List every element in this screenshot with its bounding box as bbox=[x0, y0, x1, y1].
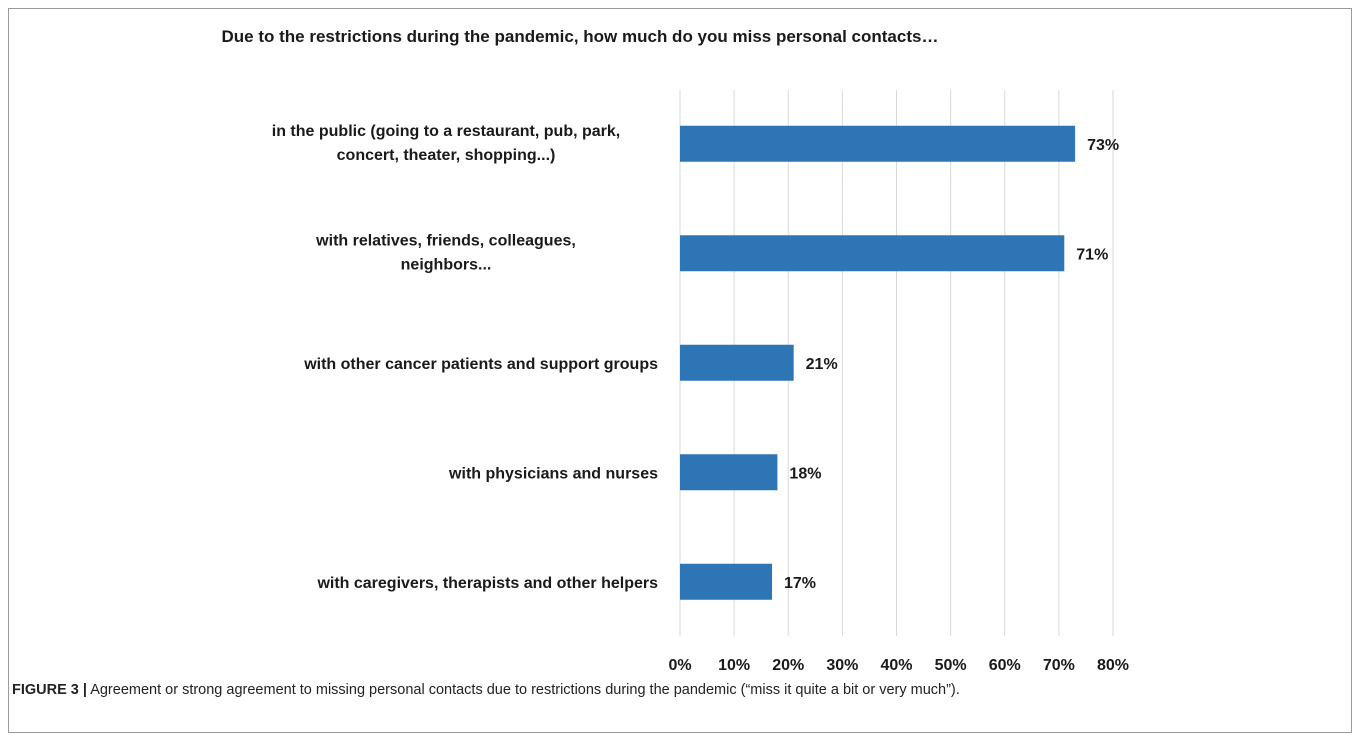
figure-caption: FIGURE 3 | Agreement or strong agreement… bbox=[12, 682, 1342, 698]
figure-caption-text: Agreement or strong agreement to missing… bbox=[86, 682, 960, 698]
bar bbox=[680, 563, 773, 600]
x-tick-label: 0% bbox=[668, 657, 691, 674]
category-label: in the public (going to a restaurant, pu… bbox=[272, 123, 620, 164]
x-tick-label: 60% bbox=[989, 657, 1021, 674]
chart-title: Due to the restrictions during the pande… bbox=[222, 27, 939, 46]
bar bbox=[680, 344, 794, 381]
bar bbox=[680, 235, 1065, 272]
x-tick-label: 10% bbox=[718, 657, 750, 674]
x-tick-label: 80% bbox=[1097, 657, 1129, 674]
x-tick-label: 40% bbox=[880, 657, 912, 674]
value-label: 71% bbox=[1076, 246, 1108, 263]
figure-caption-label: FIGURE 3 | bbox=[12, 682, 87, 698]
x-tick-label: 20% bbox=[772, 657, 804, 674]
category-label: with relatives, friends, colleagues, neig… bbox=[315, 232, 576, 273]
x-tick-label: 50% bbox=[935, 657, 967, 674]
x-tick-label: 30% bbox=[826, 657, 858, 674]
value-label: 21% bbox=[806, 356, 838, 373]
value-label: 73% bbox=[1087, 137, 1119, 154]
category-label: with caregivers, therapists and other he… bbox=[316, 575, 658, 592]
value-label: 18% bbox=[789, 465, 821, 482]
figure-frame bbox=[8, 8, 1352, 733]
bar-chart: Due to the restrictions during the pande… bbox=[222, 27, 1129, 674]
category-label: with physicians and nurses bbox=[448, 465, 658, 482]
x-tick-label: 70% bbox=[1043, 657, 1075, 674]
value-label: 17% bbox=[784, 575, 816, 592]
bar bbox=[680, 454, 778, 491]
category-label: with other cancer patients and support g… bbox=[303, 356, 658, 373]
bar bbox=[680, 125, 1076, 162]
